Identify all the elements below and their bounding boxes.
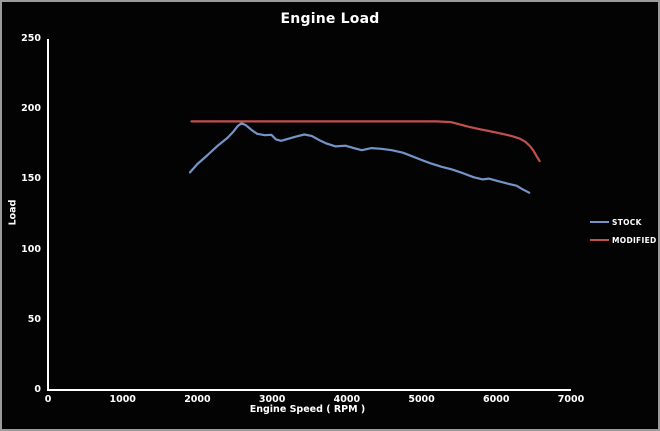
x-tick-label: 4000 (333, 394, 361, 405)
y-axis-title: Load (7, 199, 19, 226)
y-tick-label: 150 (21, 173, 41, 185)
legend-item-stock: STOCK (590, 213, 656, 231)
legend: STOCK MODIFIED (590, 213, 656, 249)
y-tick-label: 50 (27, 313, 41, 325)
y-tick-label: 100 (21, 243, 41, 255)
x-tick-label: 0 (44, 394, 52, 405)
stock-line-swatch (590, 221, 609, 223)
x-axis-title: Engine Speed ( RPM ) (249, 404, 366, 415)
chart-title: Engine Load (280, 11, 380, 27)
x-tick-label: 3000 (258, 394, 286, 405)
y-tick-label: 200 (21, 103, 41, 115)
y-tick-label: 0 (34, 384, 41, 395)
x-tick-label: 5000 (408, 394, 435, 405)
series-line-stock (188, 122, 531, 194)
legend-item-modified: MODIFIED (590, 231, 656, 249)
legend-label-modified: MODIFIED (612, 235, 657, 245)
modified-line-swatch (590, 239, 609, 241)
axes-lines (47, 39, 571, 391)
x-tick-label: 2000 (184, 394, 211, 405)
x-tick-label: 1000 (109, 394, 136, 405)
series-line-modified (190, 120, 541, 163)
x-tick-label: 7000 (557, 394, 585, 405)
legend-label-stock: STOCK (612, 217, 642, 227)
x-tick-label: 6000 (483, 394, 510, 405)
y-tick-label: 250 (21, 33, 41, 44)
